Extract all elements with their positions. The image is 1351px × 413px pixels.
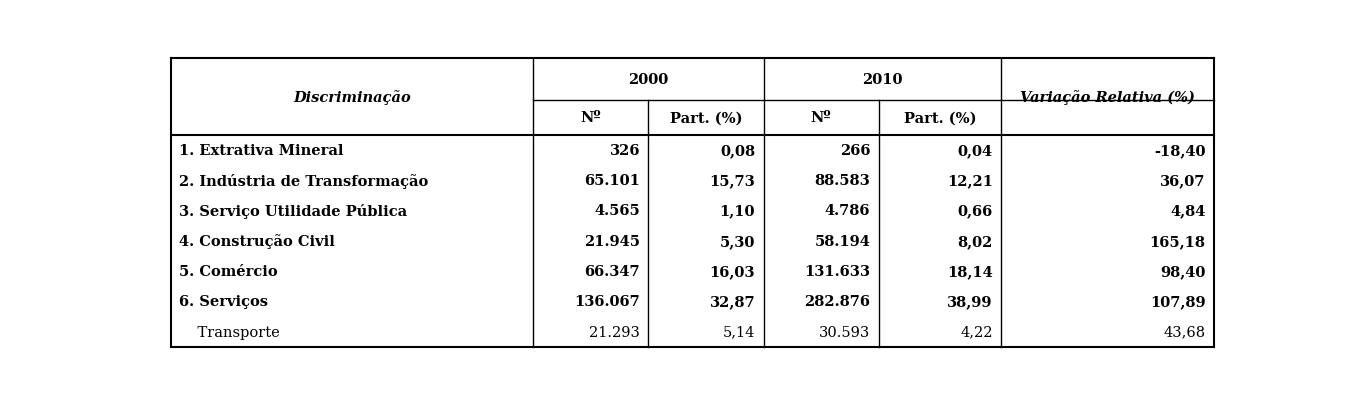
Text: Part. (%): Part. (%) bbox=[904, 111, 977, 125]
Text: 5,30: 5,30 bbox=[720, 234, 755, 248]
Text: 66.347: 66.347 bbox=[585, 264, 640, 278]
Text: 0,08: 0,08 bbox=[720, 144, 755, 157]
Text: 58.194: 58.194 bbox=[815, 234, 870, 248]
Text: 2000: 2000 bbox=[628, 73, 669, 87]
Text: 1. Extrativa Mineral: 1. Extrativa Mineral bbox=[180, 144, 345, 157]
Text: 30.593: 30.593 bbox=[819, 325, 870, 339]
Text: 0,04: 0,04 bbox=[958, 144, 993, 157]
Text: 131.633: 131.633 bbox=[804, 264, 870, 278]
Text: 4,22: 4,22 bbox=[961, 325, 993, 339]
Text: Part. (%): Part. (%) bbox=[670, 111, 742, 125]
Text: 4.786: 4.786 bbox=[825, 204, 870, 218]
Text: 165,18: 165,18 bbox=[1150, 234, 1205, 248]
Text: 1,10: 1,10 bbox=[720, 204, 755, 218]
Text: 98,40: 98,40 bbox=[1161, 264, 1205, 278]
Text: Nº: Nº bbox=[581, 111, 601, 125]
Text: 4. Construção Civil: 4. Construção Civil bbox=[180, 234, 335, 249]
Text: 5,14: 5,14 bbox=[723, 325, 755, 339]
Text: 136.067: 136.067 bbox=[574, 294, 640, 309]
Text: 15,73: 15,73 bbox=[709, 174, 755, 188]
Text: 21.945: 21.945 bbox=[584, 234, 640, 248]
Text: 6. Serviços: 6. Serviços bbox=[180, 294, 269, 309]
Text: 5. Comércio: 5. Comércio bbox=[180, 264, 278, 278]
Text: 2. Indústria de Transformação: 2. Indústria de Transformação bbox=[180, 173, 428, 188]
Text: 65.101: 65.101 bbox=[584, 174, 640, 188]
Text: 266: 266 bbox=[840, 144, 870, 157]
Text: 88.583: 88.583 bbox=[815, 174, 870, 188]
Text: 18,14: 18,14 bbox=[947, 264, 993, 278]
Text: 43,68: 43,68 bbox=[1163, 325, 1205, 339]
Text: 3. Serviço Utilidade Pública: 3. Serviço Utilidade Pública bbox=[180, 204, 408, 218]
Text: -18,40: -18,40 bbox=[1154, 144, 1205, 157]
Text: 32,87: 32,87 bbox=[709, 294, 755, 309]
Text: 282.876: 282.876 bbox=[804, 294, 870, 309]
Text: 38,99: 38,99 bbox=[947, 294, 993, 309]
Text: 4,84: 4,84 bbox=[1170, 204, 1205, 218]
Text: Nº: Nº bbox=[811, 111, 831, 125]
Text: 4.565: 4.565 bbox=[594, 204, 640, 218]
Text: 326: 326 bbox=[609, 144, 640, 157]
Text: 36,07: 36,07 bbox=[1161, 174, 1205, 188]
Text: 12,21: 12,21 bbox=[947, 174, 993, 188]
Text: 21.293: 21.293 bbox=[589, 325, 640, 339]
Text: 0,66: 0,66 bbox=[958, 204, 993, 218]
Text: 2010: 2010 bbox=[862, 73, 902, 87]
Text: 8,02: 8,02 bbox=[958, 234, 993, 248]
Text: 16,03: 16,03 bbox=[709, 264, 755, 278]
Text: Discriminação: Discriminação bbox=[293, 90, 411, 105]
Text: Variação Relativa (%): Variação Relativa (%) bbox=[1020, 90, 1196, 105]
Text: 107,89: 107,89 bbox=[1150, 294, 1205, 309]
Text: Transporte: Transporte bbox=[180, 325, 280, 339]
